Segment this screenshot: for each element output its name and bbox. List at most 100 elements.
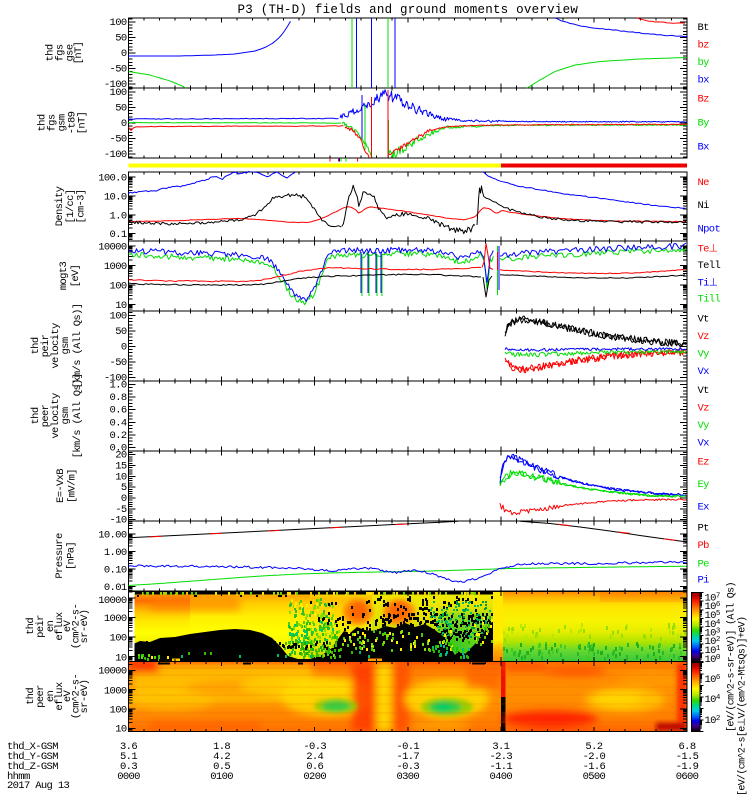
svg-text:sr-eV): sr-eV) — [79, 680, 91, 714]
svg-text:10: 10 — [115, 724, 127, 736]
svg-text:thd: thd — [30, 337, 42, 354]
svg-text:0.0: 0.0 — [110, 443, 127, 455]
svg-text:Pressure: Pressure — [54, 533, 66, 579]
svg-text:[eV/(cm^2-s-sr-eV)] (All Qs): [eV/(cm^2-s-sr-eV)] (All Qs) — [726, 582, 738, 732]
svg-text:Vy: Vy — [698, 349, 710, 361]
svg-text:0.1: 0.1 — [110, 229, 127, 241]
svg-text:0.6: 0.6 — [110, 405, 127, 417]
svg-text:peir: peir — [35, 615, 47, 638]
svg-text:-100: -100 — [104, 149, 127, 161]
svg-text:0600: 0600 — [676, 771, 699, 783]
svg-text:0400: 0400 — [489, 771, 512, 783]
svg-text:100: 100 — [110, 17, 127, 29]
svg-text:-100: -100 — [104, 373, 127, 385]
svg-text:[eV/(cm^2-s[e⊥V/(em^2-MtsQs)]+: [eV/(cm^2-s[e⊥V/(em^2-MtsQs)]+eV) — [737, 617, 749, 796]
svg-text:bz: bz — [698, 40, 710, 52]
svg-text:5.2: 5.2 — [585, 741, 602, 753]
svg-text:thd: thd — [25, 688, 37, 705]
svg-text:[km/s (All Qs)]: [km/s (All Qs)] — [72, 304, 84, 389]
svg-text:peer: peer — [35, 685, 47, 708]
svg-text:P3 (TH-D) fields and ground mo: P3 (TH-D) fields and ground moments over… — [237, 3, 578, 17]
svg-text:Ti⊥: Ti⊥ — [698, 278, 718, 290]
svg-text:thd: thd — [37, 114, 49, 131]
svg-text:Ne: Ne — [698, 177, 710, 189]
svg-text:1.0: 1.0 — [110, 380, 127, 392]
svg-text:0: 0 — [121, 48, 127, 60]
svg-text:20: 20 — [115, 450, 127, 462]
svg-text:thd_X-GSM: thd_X-GSM — [7, 741, 58, 753]
svg-text:50: 50 — [115, 33, 127, 45]
svg-text:Vz: Vz — [698, 331, 710, 343]
svg-text:-50: -50 — [110, 134, 127, 146]
svg-text:10000: 10000 — [98, 666, 127, 678]
svg-text:Ex: Ex — [698, 502, 710, 514]
svg-text:Vt: Vt — [698, 314, 710, 326]
svg-text:[nT]: [nT] — [77, 112, 89, 135]
svg-text:sr-eV): sr-eV) — [79, 610, 91, 644]
svg-text:Ez: Ez — [698, 457, 710, 469]
svg-text:100: 100 — [110, 87, 127, 99]
svg-text:Tell: Tell — [698, 260, 721, 272]
svg-text:eflux: eflux — [54, 612, 66, 641]
svg-text:-0.1: -0.1 — [396, 741, 419, 753]
svg-text:by: by — [698, 57, 710, 69]
svg-text:Vz: Vz — [698, 403, 710, 415]
svg-text:gsm: gsm — [57, 114, 69, 131]
svg-text:0.2: 0.2 — [110, 430, 127, 442]
svg-text:Pb: Pb — [698, 540, 710, 552]
svg-text:Till: Till — [698, 294, 721, 306]
svg-text:eflux: eflux — [54, 682, 66, 711]
svg-text:0500: 0500 — [583, 771, 606, 783]
svg-text:0.4: 0.4 — [110, 417, 127, 429]
svg-text:10.00: 10.00 — [98, 530, 127, 542]
svg-text:-t89: -t89 — [67, 111, 79, 134]
svg-text:mogt3: mogt3 — [58, 262, 70, 291]
svg-text:[1/cc]: [1/cc] — [65, 190, 77, 224]
svg-text:-0.3: -0.3 — [396, 761, 419, 773]
svg-text:0300: 0300 — [396, 771, 419, 783]
svg-text:hhmm: hhmm — [7, 771, 30, 783]
svg-text:100: 100 — [110, 311, 127, 323]
svg-text:-2.0: -2.0 — [583, 751, 606, 763]
svg-text:[eV]: [eV] — [70, 265, 82, 288]
svg-text:-1.9: -1.9 — [676, 761, 699, 773]
svg-text:Pt: Pt — [698, 523, 710, 535]
svg-text:-2.3: -2.3 — [489, 751, 512, 763]
svg-text:By: By — [698, 118, 710, 130]
svg-text:en: en — [45, 621, 57, 633]
svg-text:Pe: Pe — [698, 559, 710, 571]
svg-text:[km/s (All Qs)]: [km/s (All Qs)] — [72, 374, 84, 459]
svg-text:[nT]: [nT] — [73, 42, 85, 65]
svg-text:-50: -50 — [110, 64, 127, 76]
svg-text:0.6: 0.6 — [306, 761, 323, 773]
svg-text:E=-VxB: E=-VxB — [55, 469, 67, 503]
svg-text:en: en — [45, 691, 57, 703]
svg-text:Vx: Vx — [698, 438, 710, 450]
svg-text:fgs: fgs — [55, 44, 67, 61]
svg-text:0: 0 — [121, 118, 127, 130]
svg-text:10.0: 10.0 — [104, 192, 127, 204]
svg-text:-1.5: -1.5 — [676, 751, 699, 763]
svg-text:-0.3: -0.3 — [303, 741, 326, 753]
svg-text:5.1: 5.1 — [120, 751, 137, 763]
svg-text:bx: bx — [698, 75, 710, 87]
svg-text:0.01: 0.01 — [104, 582, 127, 594]
svg-text:fgs: fgs — [47, 114, 59, 131]
svg-text:2.4: 2.4 — [306, 751, 323, 763]
svg-text:5: 5 — [121, 482, 127, 494]
svg-text:peer: peer — [40, 404, 52, 427]
svg-text:Ni: Ni — [698, 200, 710, 212]
svg-text:thd: thd — [25, 618, 37, 635]
svg-text:gse: gse — [65, 44, 77, 61]
svg-text:peir: peir — [40, 334, 52, 357]
svg-text:0.3: 0.3 — [120, 761, 137, 773]
svg-text:50: 50 — [115, 103, 127, 115]
svg-text:Bx: Bx — [698, 142, 710, 154]
svg-text:Ey: Ey — [698, 479, 710, 491]
svg-text:eV: eV — [62, 690, 74, 703]
svg-text:(cm^2-s-: (cm^2-s- — [71, 604, 83, 649]
svg-text:-10: -10 — [110, 515, 127, 527]
svg-text:Pi: Pi — [698, 575, 710, 587]
svg-text:50: 50 — [115, 326, 127, 338]
svg-text:100: 100 — [110, 633, 127, 645]
